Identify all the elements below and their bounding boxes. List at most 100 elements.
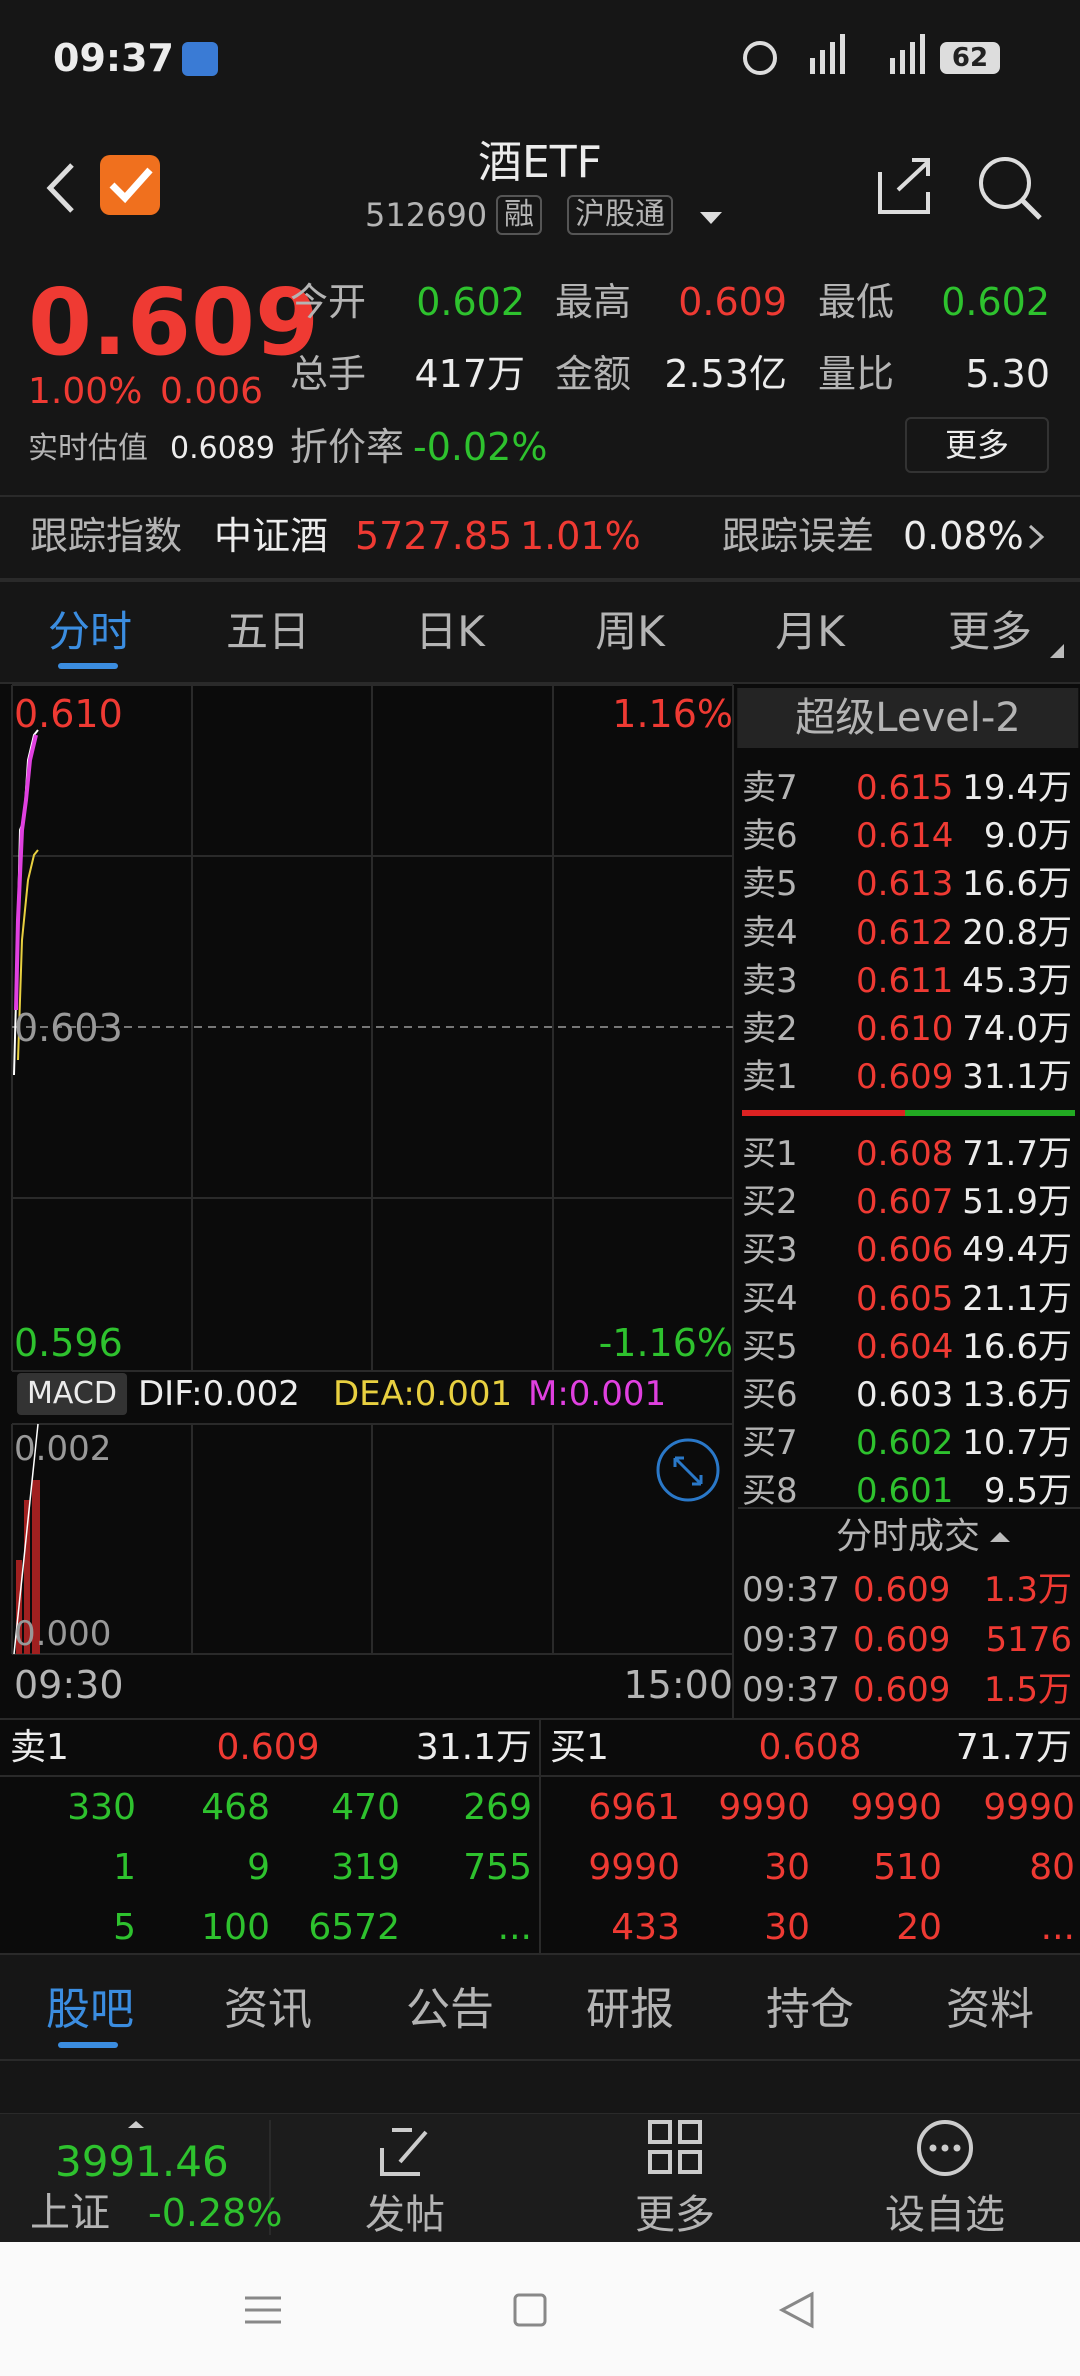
bottom-tab[interactable]: 股吧	[46, 1984, 134, 2035]
queue-order: 9	[247, 1847, 270, 1888]
tab[interactable]: 周K	[595, 607, 665, 656]
book-price: 0.614	[856, 816, 954, 857]
tracking-index: 中证酒	[214, 514, 329, 558]
footer-action[interactable]: 设自选	[885, 2192, 1005, 2238]
field-label: 今开	[290, 280, 367, 324]
bottom-tab[interactable]: 研报	[586, 1984, 674, 2035]
queue-label: 买1	[550, 1727, 609, 1768]
book-label: 卖2	[742, 1009, 798, 1049]
book-price: 0.610	[856, 1009, 954, 1049]
avg-line	[14, 734, 38, 1011]
tab-underline	[58, 2042, 118, 2048]
queue-order: 80	[1029, 1847, 1075, 1888]
macd-dif: DIF:0.002	[138, 1374, 300, 1414]
book-price: 0.601	[856, 1471, 954, 1512]
axis-label: 0.610	[14, 692, 123, 736]
tag: 沪股通	[567, 195, 673, 235]
index-value: 3991.46	[55, 2137, 229, 2186]
bottom-tab[interactable]: 持仓	[766, 1984, 854, 2035]
queue-order: 470	[331, 1787, 400, 1828]
ask-bar	[742, 1110, 905, 1116]
queue-order: 9990	[588, 1847, 680, 1888]
field-value: 0.609	[678, 280, 787, 324]
book-price: 0.603	[856, 1375, 954, 1415]
watch-icon[interactable]	[100, 155, 160, 215]
bottom-tab[interactable]: 资讯	[224, 1984, 312, 2035]
dif-line	[13, 1423, 39, 1655]
queue-label: 卖1	[10, 1727, 69, 1768]
bottom-tab[interactable]: 公告	[406, 1984, 494, 2035]
book-price: 0.609	[856, 1057, 954, 1098]
book-label: 买3	[742, 1230, 798, 1271]
book-label: 卖4	[742, 912, 798, 953]
footer-action[interactable]: 更多	[635, 2192, 715, 2238]
time-label: 09:30	[14, 1663, 124, 1707]
field-label: 总手	[290, 352, 367, 396]
tab[interactable]: 月K	[775, 607, 845, 656]
queue-volume: 31.1万	[415, 1727, 532, 1768]
queue-order: 20	[896, 1907, 942, 1948]
book-label: 卖7	[742, 768, 798, 808]
more-button[interactable]: 更多	[904, 417, 1050, 473]
status-time: 09:37	[53, 36, 174, 80]
book-price: 0.608	[856, 1134, 954, 1174]
sort-tri	[990, 1532, 1010, 1542]
field-value: 0.602	[941, 280, 1050, 324]
book-label: 卖3	[742, 960, 798, 1001]
book-price: 0.606	[856, 1230, 954, 1271]
tab[interactable]: 分时	[47, 607, 133, 656]
book-volume: 13.6万	[962, 1375, 1072, 1415]
macd-dea: DEA:0.001	[333, 1374, 513, 1414]
queue-order: 6961	[588, 1787, 680, 1828]
nav-icons[interactable]	[245, 2291, 814, 2329]
tab[interactable]: 日K	[415, 607, 485, 656]
axis-label: 0.002	[14, 1429, 112, 1469]
book-label: 卖1	[742, 1057, 798, 1098]
status-icons	[743, 34, 1000, 75]
field-value: 5.30	[965, 352, 1050, 396]
search-icon[interactable]	[979, 157, 1031, 209]
app-icon	[182, 42, 218, 76]
book-volume: 71.7万	[962, 1134, 1072, 1174]
tab[interactable]: 五日	[225, 607, 311, 656]
book-volume: 74.0万	[962, 1009, 1072, 1049]
book-price: 0.611	[856, 960, 954, 1001]
queue-order: ...	[1040, 1907, 1075, 1948]
bid-bar	[905, 1110, 1075, 1116]
queue-order: 30	[764, 1907, 810, 1948]
axis-label: 0.603	[14, 1006, 123, 1050]
share-icon[interactable]	[878, 158, 930, 214]
back-icon[interactable]	[46, 163, 74, 213]
book-price: 0.602	[856, 1423, 954, 1464]
book-volume: 51.9万	[962, 1182, 1072, 1223]
field-value: 417万	[414, 352, 525, 396]
dropdown[interactable]	[700, 212, 722, 224]
book-price: 0.612	[856, 912, 954, 953]
tracking-value: 5727.85	[355, 514, 513, 558]
book-volume: 9.5万	[983, 1471, 1072, 1512]
zoom-icon[interactable]	[656, 1438, 720, 1502]
queue-order: 100	[201, 1907, 270, 1948]
book-price: 0.615	[856, 768, 954, 808]
queue-order: 468	[201, 1787, 270, 1828]
bottom-tab[interactable]: 资料	[946, 1984, 1034, 2035]
time-label: 15:00	[623, 1663, 733, 1707]
index-name: 上证	[30, 2190, 110, 2236]
macd-label: MACD	[17, 1373, 127, 1415]
tab[interactable]: 更多	[947, 607, 1033, 656]
footer-bg	[0, 2113, 1080, 2243]
book-price: 0.613	[856, 864, 954, 905]
discount-label: 折价率	[290, 425, 405, 469]
book-price: 0.604	[856, 1326, 954, 1367]
discount: -0.02%	[413, 425, 548, 469]
queue-order: 269	[463, 1787, 532, 1828]
footer-action[interactable]: 发帖	[365, 2192, 445, 2238]
battery: 62	[951, 43, 989, 73]
book-label: 卖5	[742, 864, 798, 905]
title: 酒ETF	[478, 137, 602, 188]
field-value: 2.53亿	[664, 352, 787, 396]
price: 0.609	[28, 269, 320, 376]
queue-order: 510	[873, 1847, 942, 1888]
tab-more-tri	[1050, 644, 1064, 658]
book-volume: 19.4万	[962, 768, 1072, 808]
